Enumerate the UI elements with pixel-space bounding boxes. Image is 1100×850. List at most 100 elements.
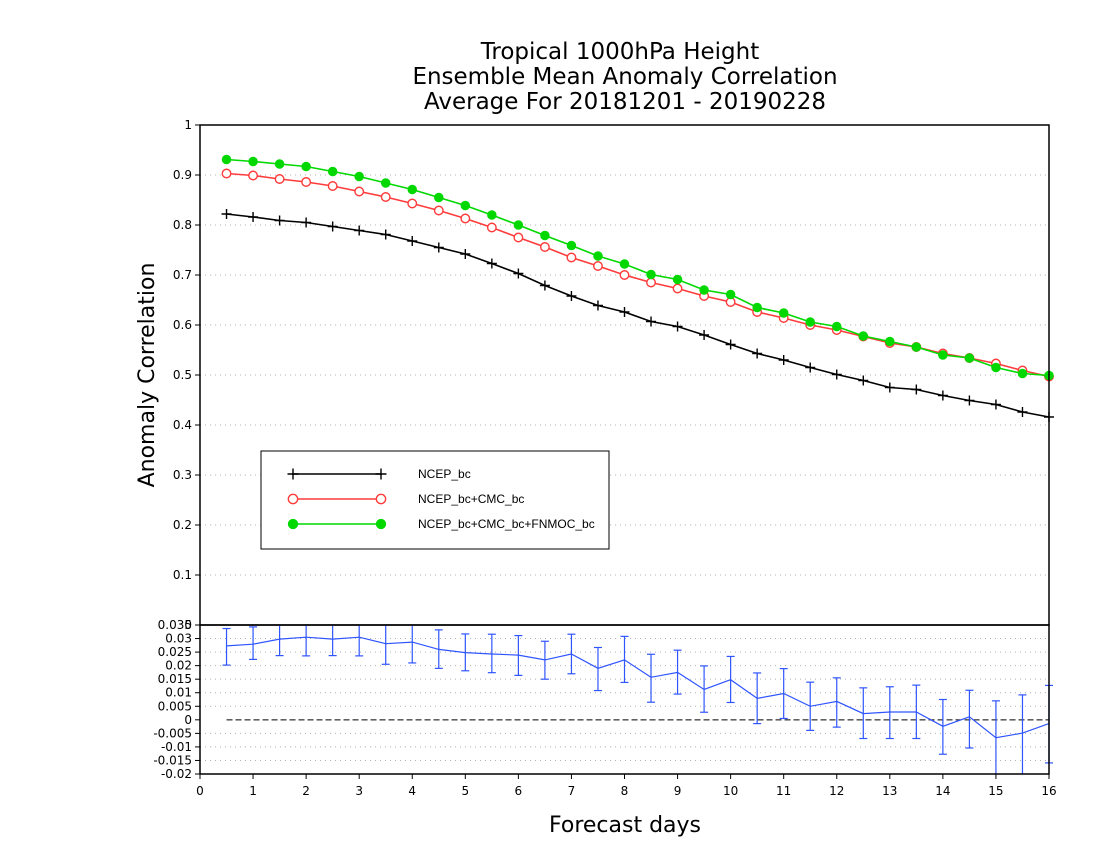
- ncep-cmc-fnmoc-dot-marker: [752, 302, 762, 313]
- ncep-cmc-fnmoc-dot-marker: [407, 184, 417, 195]
- ncep-cmc-fnmoc-dot-marker: [911, 342, 922, 352]
- error-bar: [938, 698, 947, 755]
- x-tick-label: 5: [461, 784, 469, 798]
- ncep-cmc-fnmoc-dot-marker: [460, 200, 471, 211]
- ncep-cmc-fnmoc-dot-marker: [354, 171, 364, 182]
- ncep-bc-plus-marker: [1017, 407, 1028, 417]
- bottom-y-tick-label: -0.02: [161, 767, 192, 781]
- ncep-bc-plus-marker: [301, 217, 312, 228]
- ncep-cmc-circle-marker: [460, 213, 471, 224]
- ncep-cmc-circle-marker: [486, 222, 497, 233]
- ncep-bc-plus-marker: [805, 362, 816, 373]
- ncep-cmc-fnmoc-dot-marker: [725, 289, 736, 300]
- error-bar: [859, 687, 868, 740]
- ncep-bc-plus-marker: [858, 375, 869, 386]
- ncep-cmc-circle-marker: [287, 493, 299, 505]
- ncep-bc-plus-marker: [884, 382, 895, 393]
- error-bar: [965, 689, 974, 749]
- bottom-y-tick-label: 0.005: [158, 699, 192, 713]
- error-bar: [726, 655, 735, 704]
- error-bar: [593, 646, 602, 692]
- ncep-bc-plus-marker: [433, 242, 444, 253]
- legend-label-2: NCEP_bc+CMC_bc+FNMOC_bc: [418, 517, 595, 531]
- ncep-cmc-fnmoc-dot-marker: [832, 321, 842, 332]
- error-bar: [779, 668, 788, 720]
- ncep-cmc-circle-marker: [301, 177, 312, 187]
- bottom-y-tick-label: -0.01: [161, 740, 192, 754]
- error-bar: [567, 633, 576, 675]
- ncep-cmc-circle-marker: [433, 205, 444, 216]
- ncep-cmc-fnmoc-dot-marker: [566, 240, 577, 251]
- error-bar: [408, 625, 417, 664]
- x-tick-label: 4: [408, 784, 416, 798]
- top-panel-y-axis: 1 0.9 0.8 0.7 0.6 0.5 0.4 0.3 0.2 0.1 0: [173, 118, 200, 632]
- ncep-cmc-fnmoc-dot-marker: [540, 230, 550, 241]
- top-y-tick-label: 0.1: [173, 568, 192, 582]
- bottom-y-tick-label: 0: [184, 713, 192, 727]
- x-tick-label: 14: [935, 784, 950, 798]
- error-bar: [912, 684, 921, 740]
- ncep-bc-plus-marker: [221, 209, 232, 219]
- ncep-cmc-circle-marker: [619, 270, 630, 280]
- ncep-cmc-fnmoc-dot-marker: [805, 317, 815, 327]
- error-bar: [222, 627, 231, 666]
- ncep-bc-plus-marker: [248, 212, 259, 222]
- ncep-bc-plus-marker: [619, 307, 630, 317]
- ncep-bc-plus-marker: [752, 348, 763, 359]
- x-axis-label: Forecast days: [549, 813, 701, 838]
- chart-title-line-3: Average For 20181201 - 20190228: [424, 89, 826, 115]
- top-y-tick-label: 0: [184, 618, 192, 632]
- error-bar: [1018, 694, 1027, 774]
- ncep-cmc-circle-marker: [513, 232, 524, 243]
- ncep-cmc-circle-marker: [539, 242, 550, 252]
- error-bar: [540, 640, 549, 680]
- ncep-cmc-fnmoc-dot-marker: [375, 518, 387, 530]
- ncep-cmc-circle-marker: [375, 493, 387, 505]
- ncep-cmc-fnmoc-dot-marker: [221, 154, 232, 165]
- ncep-cmc-circle-marker: [646, 277, 656, 288]
- bottom-y-tick-label: 0.035: [158, 618, 192, 632]
- ncep-bc-plus-marker: [699, 330, 710, 340]
- error-bar: [275, 625, 284, 657]
- ncep-cmc-fnmoc-dot-marker: [487, 210, 497, 220]
- x-tick-label: 1: [249, 784, 257, 798]
- bottom-panel-axes: 0.0350.030.0250.020.0150.010.0050-0.005-…: [153, 618, 1056, 798]
- top-y-tick-label: 0.7: [173, 268, 192, 282]
- error-bar: [673, 649, 682, 695]
- ncep-cmc-circle-marker: [593, 261, 603, 271]
- ncep-bc-plus-marker: [592, 300, 603, 311]
- top-y-tick-label: 0.9: [173, 168, 192, 182]
- bottom-panel-frame: [199, 624, 1050, 775]
- series-2: [221, 154, 1054, 381]
- ncep-bc-plus-marker: [778, 355, 789, 365]
- ncep-cmc-circle-marker: [248, 170, 259, 181]
- top-panel-series: [221, 154, 1054, 422]
- ncep-bc-plus-marker: [937, 390, 948, 401]
- ncep-cmc-circle-marker: [380, 192, 391, 202]
- ncep-cmc-fnmoc-dot-marker: [327, 166, 338, 177]
- error-bar: [328, 625, 337, 657]
- ncep-bc-plus-marker: [513, 268, 524, 279]
- ncep-cmc-fnmoc-dot-marker: [380, 178, 391, 188]
- ncep-cmc-fnmoc-dot-marker: [938, 350, 948, 360]
- top-y-tick-label: 0.2: [173, 518, 192, 532]
- ncep-bc-plus-marker: [831, 369, 842, 380]
- ncep-bc-plus-marker: [990, 399, 1001, 410]
- bottom-y-tick-label: -0.015: [153, 753, 192, 767]
- ncep-bc-plus-marker: [274, 215, 285, 226]
- ncep-cmc-fnmoc-dot-marker: [513, 220, 524, 230]
- error-bar: [487, 633, 496, 674]
- x-tick-label: 9: [674, 784, 682, 798]
- top-y-tick-label: 0.8: [173, 218, 192, 232]
- ncep-cmc-fnmoc-dot-marker: [885, 336, 895, 347]
- ncep-cmc-fnmoc-dot-marker: [964, 353, 975, 363]
- error-bar: [461, 633, 470, 672]
- ncep-bc-plus-marker: [407, 236, 418, 246]
- x-tick-label: 7: [568, 784, 576, 798]
- bottom-y-tick-label: 0.01: [165, 686, 192, 700]
- bottom-y-tick-label: -0.005: [153, 726, 192, 740]
- ncep-cmc-fnmoc-dot-marker: [778, 308, 789, 318]
- ncep-cmc-circle-marker: [672, 283, 683, 294]
- ncep-bc-plus-marker: [672, 321, 683, 332]
